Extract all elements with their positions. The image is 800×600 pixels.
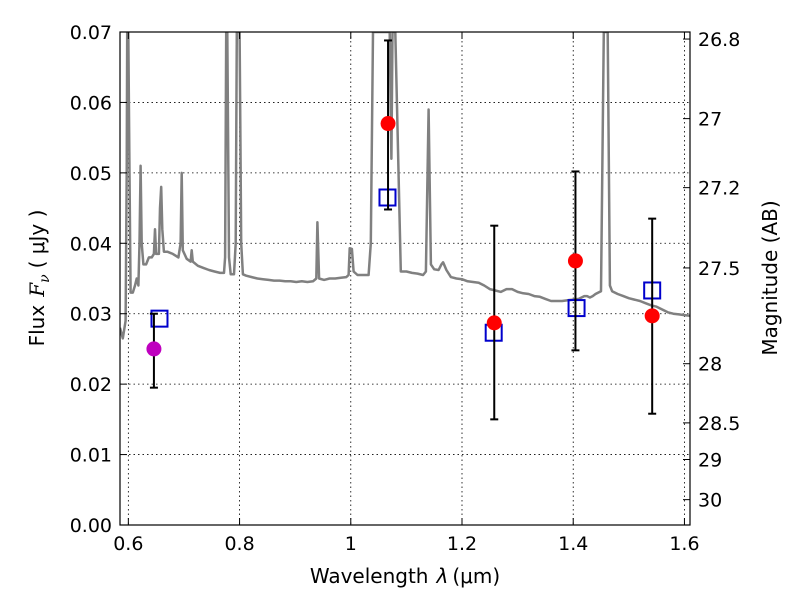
x-axis-label: Wavelength λ (μm) (310, 564, 500, 588)
plot-frame (119, 31, 691, 526)
grid-lines (120, 32, 690, 525)
y-tick-label: 0.07 (70, 22, 112, 44)
model-point (567, 299, 586, 318)
axis-tick-labels: 0.6 0.8 1 1.2 1.4 1.6 0.00 0.01 0.02 0.03 0.04 0.05… (70, 22, 741, 555)
mag-tick-label: 27.2 (698, 178, 740, 200)
x-tick-label: 1.4 (558, 533, 588, 555)
mag-tick-label: 28.5 (698, 413, 740, 435)
observed-point (567, 253, 583, 269)
y-tick-label: 0.00 (70, 515, 112, 537)
observed-point (380, 116, 396, 132)
x-tick-label: 0.6 (113, 533, 143, 555)
x-tick-label: 1.6 (669, 533, 699, 555)
plot-background (120, 32, 690, 525)
mag-tick-label: 28 (698, 354, 722, 376)
mag-tick-label: 30 (698, 490, 722, 512)
y-tick-label: 0.05 (70, 163, 112, 185)
y-tick-label: 0.02 (70, 374, 112, 396)
model-point (150, 309, 169, 328)
y-axis-label: FluxFν( μJy ) (25, 210, 53, 347)
x-tick-label: 0.8 (224, 533, 254, 555)
spectrum-layer (120, 32, 690, 340)
spectrum-line (120, 32, 690, 340)
observed-point (644, 308, 660, 324)
y-tick-label: 0.01 (70, 445, 112, 467)
y-tick-label: 0.04 (70, 233, 112, 255)
observed-point (486, 315, 502, 331)
y-tick-label: 0.03 (70, 304, 112, 326)
mag-tick-label: 27.5 (698, 258, 740, 280)
y-tick-label: 0.06 (70, 92, 112, 114)
x-tick-label: 1 (345, 533, 357, 555)
axis-ticks (120, 31, 690, 526)
mag-tick-label: 29 (698, 450, 722, 472)
observed-point (146, 341, 162, 357)
y2-axis-label: Magnitude (AB) (758, 200, 782, 355)
mag-tick-label: 26.8 (698, 29, 740, 51)
mag-tick-label: 27 (698, 109, 722, 131)
observed-points (146, 39, 660, 421)
x-tick-label: 1.2 (447, 533, 477, 555)
